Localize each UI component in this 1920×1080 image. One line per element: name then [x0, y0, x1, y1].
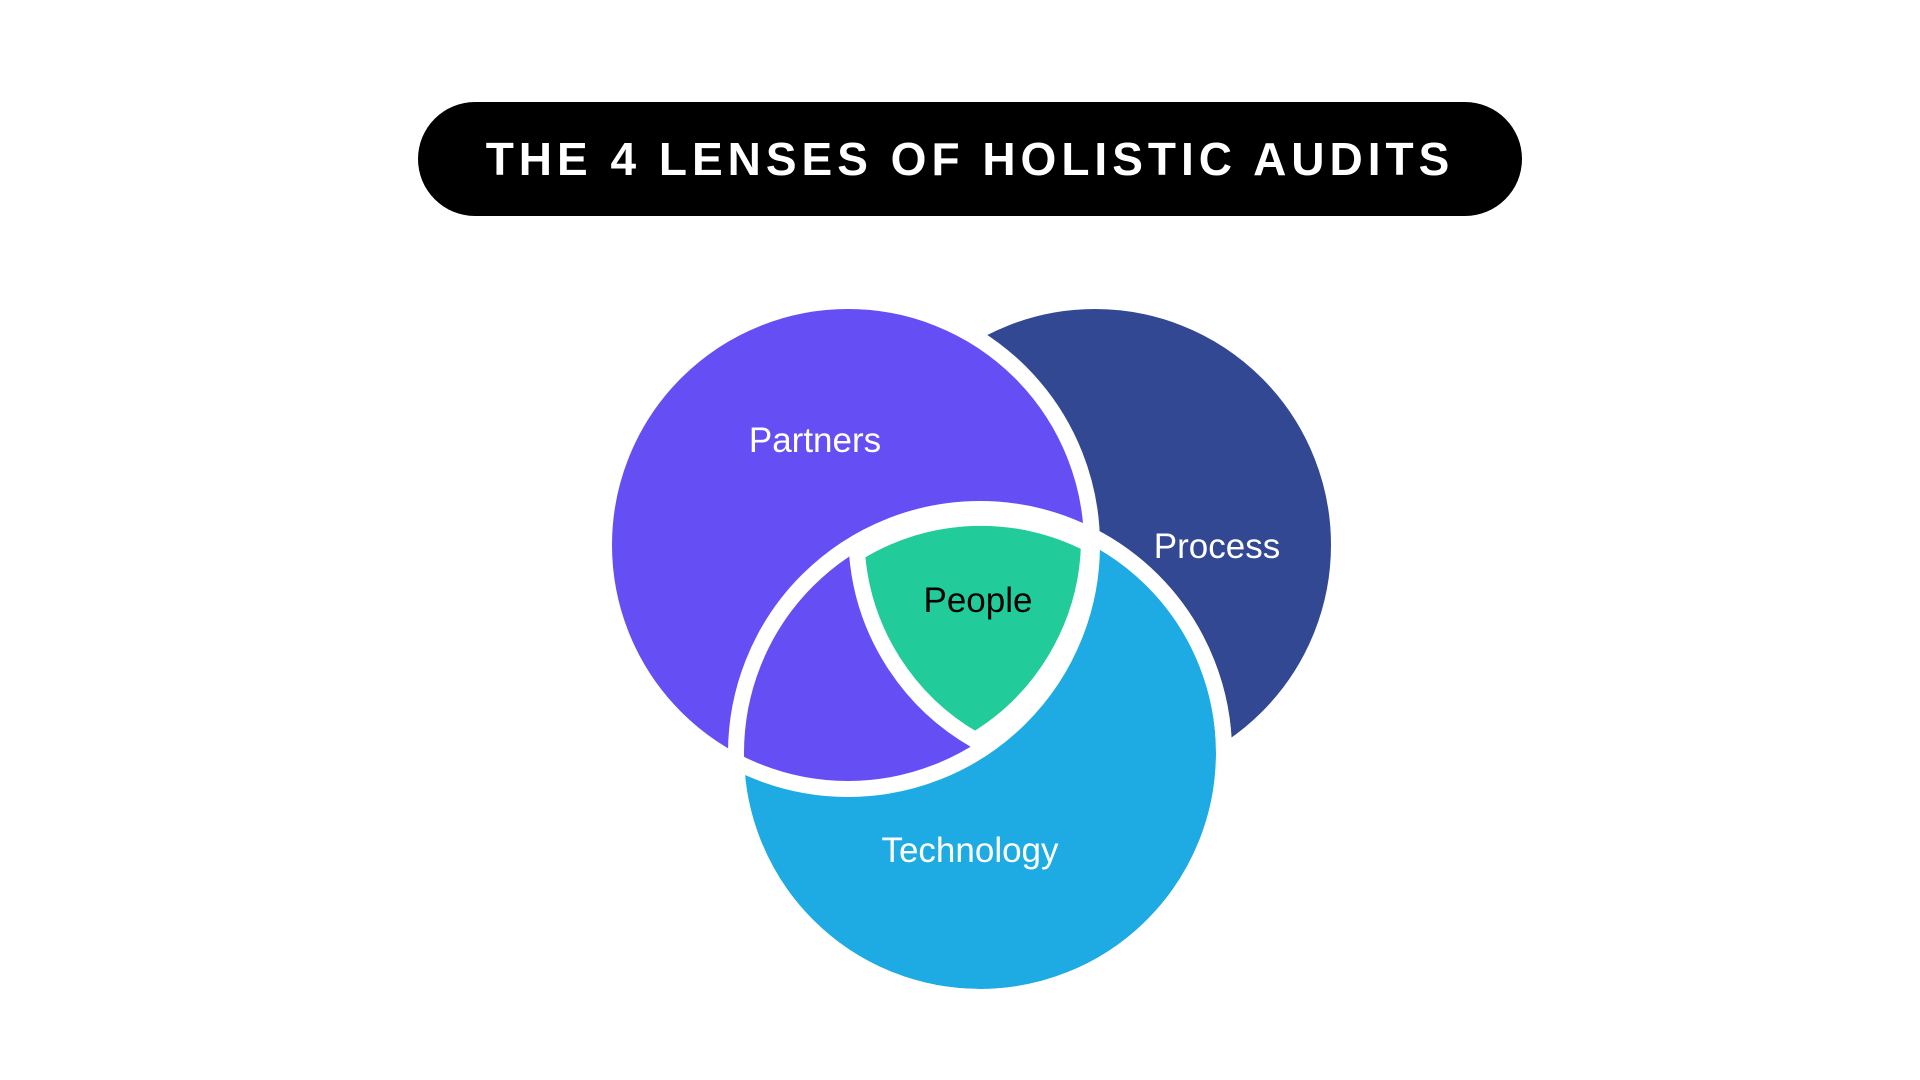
title-banner: THE 4 LENSES OF HOLISTIC AUDITS	[418, 102, 1522, 216]
people-region	[849, 509, 1097, 748]
partners-label: Partners	[749, 421, 881, 460]
diagram-title: THE 4 LENSES OF HOLISTIC AUDITS	[485, 133, 1455, 185]
technology-separator-ring	[728, 501, 1232, 1005]
people-label: People	[924, 581, 1033, 620]
technology-label: Technology	[881, 831, 1059, 870]
process-label: Process	[1154, 527, 1280, 566]
